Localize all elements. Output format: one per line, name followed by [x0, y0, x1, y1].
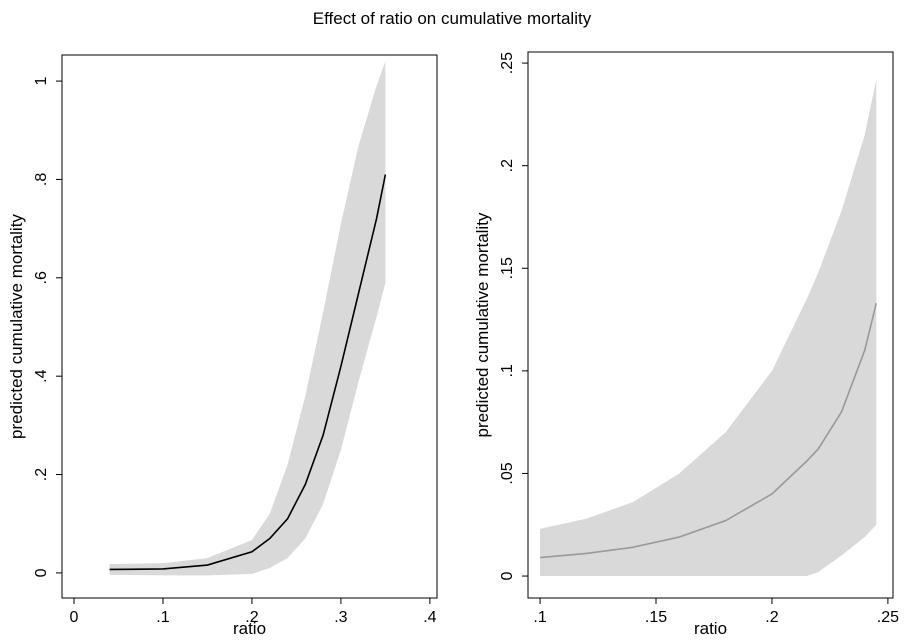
- x-axis-label: ratio: [694, 619, 727, 638]
- x-tick-label: .3: [334, 609, 347, 626]
- y-axis-label: predicted cumulative mortality: [473, 212, 492, 437]
- y-tick-label: .25: [499, 52, 516, 74]
- chart-title: Effect of ratio on cumulative mortality: [313, 9, 592, 28]
- plot-frame: [61, 54, 438, 599]
- x-tick-label: .4: [423, 609, 436, 626]
- y-tick-label: 0: [499, 571, 516, 580]
- x-tick-label: .1: [533, 609, 546, 626]
- x-axis-label: ratio: [233, 619, 266, 638]
- y-tick-label: 0: [33, 568, 50, 577]
- line: [109, 174, 387, 571]
- y-tick-label: .8: [33, 173, 50, 186]
- x-tick-label: 0: [70, 609, 79, 626]
- plot-frame: [527, 51, 894, 599]
- x-tick-label: .25: [877, 609, 899, 626]
- y-tick-label: .2: [33, 468, 50, 481]
- x-tick-label: .15: [645, 609, 667, 626]
- y-tick-label: 1: [33, 77, 50, 86]
- y-axis-label: predicted cumulative mortality: [7, 214, 26, 439]
- line: [539, 302, 878, 559]
- y-tick-label: .6: [33, 271, 50, 284]
- x-tick-label: .2: [245, 609, 258, 626]
- y-tick-label: .05: [499, 462, 516, 484]
- confidence-band: [109, 61, 386, 576]
- y-tick-label: .1: [499, 364, 516, 377]
- y-tick-label: .15: [499, 257, 516, 279]
- y-tick-label: .2: [499, 159, 516, 172]
- y-tick-label: .4: [33, 369, 50, 382]
- confidence-band: [540, 79, 877, 577]
- x-tick-label: .1: [156, 609, 169, 626]
- x-tick-label: .2: [765, 609, 778, 626]
